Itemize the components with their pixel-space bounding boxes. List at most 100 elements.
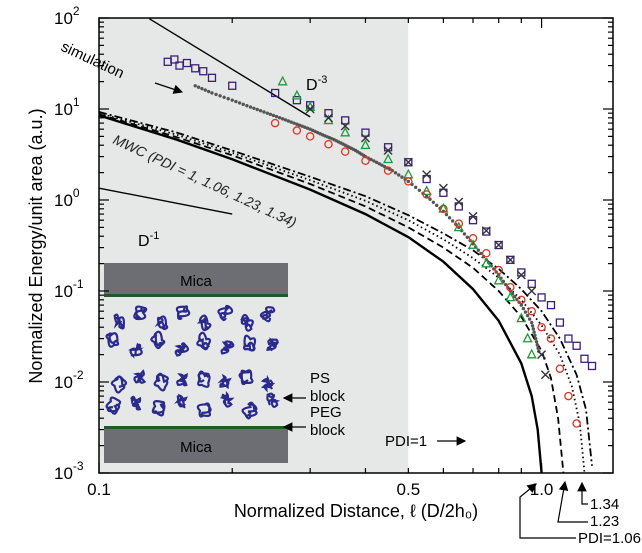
inset-chain: [219, 390, 235, 408]
simulation-point: [297, 123, 302, 127]
inset-chain: [110, 375, 128, 394]
simulation-point: [450, 219, 455, 223]
data-point-x: [383, 145, 393, 155]
simulation-point: [252, 106, 256, 110]
reference-line: [149, 18, 311, 118]
simulation-point: [530, 320, 534, 325]
annotation-pdi-106: PDI=1.06: [578, 530, 641, 547]
simulation-point: [280, 117, 285, 121]
data-point-circle: [292, 126, 302, 135]
data-point-triangle: [277, 75, 288, 86]
simulation-point: [424, 194, 429, 198]
inset-mica-top-label: Mica: [180, 273, 212, 290]
simulation-point: [262, 110, 266, 114]
inset-peg-label: PEG: [310, 404, 342, 421]
data-point-x: [323, 113, 333, 123]
inset-chain: [243, 334, 257, 352]
data-point-square: [207, 73, 217, 82]
annotation-134: 1.34: [590, 496, 619, 513]
simulation-point: [234, 99, 238, 104]
simulation-point: [462, 232, 467, 236]
data-point-x: [468, 211, 478, 221]
y-tick-exponent: -1: [73, 277, 84, 291]
simulation-point: [523, 310, 528, 314]
data-points: [163, 55, 597, 428]
simulation-point: [372, 159, 376, 163]
inset-schematic: Mica Mica PS block PEG block: [104, 263, 346, 463]
simulation-point: [535, 343, 539, 347]
data-point-square: [572, 341, 581, 350]
simulation-point: [241, 102, 245, 107]
x-tick-label: 0.1: [87, 480, 111, 499]
simulation-point: [237, 101, 242, 105]
simulation-point: [271, 113, 276, 118]
inset-chain: [260, 374, 276, 393]
simulation-point: [283, 118, 288, 122]
simulation-point: [380, 163, 384, 167]
simulation-point: [303, 125, 307, 129]
data-point-square: [361, 128, 370, 137]
data-point-square: [587, 361, 597, 371]
data-point-square: [341, 116, 350, 125]
data-point-square: [580, 354, 589, 363]
simulation-point: [435, 203, 439, 208]
simulation-point: [377, 162, 382, 166]
data-point-circle: [468, 233, 478, 243]
data-point-square: [546, 300, 556, 310]
simulation-point: [531, 327, 536, 331]
data-point-circle: [454, 219, 464, 228]
simulation-point: [532, 330, 536, 334]
data-point-square: [527, 279, 536, 288]
data-point-triangle: [421, 185, 432, 196]
data-point-x: [340, 121, 350, 131]
data-point-square: [506, 255, 515, 264]
data-point-square: [439, 188, 448, 197]
data-point-x: [505, 255, 515, 265]
data-point-x: [537, 350, 547, 360]
y-tick-exponent: 2: [73, 4, 80, 18]
simulation-point: [465, 235, 470, 239]
y-tick-exponent: -2: [73, 368, 84, 382]
simulation-point: [513, 294, 517, 299]
inset-chain: [266, 392, 281, 408]
theory-curve: [98, 114, 543, 474]
simulation-point: [428, 197, 432, 201]
inset-graft-top: [104, 294, 288, 297]
data-point-circle: [422, 190, 431, 199]
inset-chain: [238, 369, 254, 386]
inset-chain: [220, 340, 235, 355]
inset-chain: [266, 337, 280, 352]
inset-chain: [150, 330, 166, 350]
data-point-triangle: [526, 348, 537, 359]
inset-chain: [153, 372, 169, 392]
inset-chain: [196, 331, 212, 351]
x-axis-ticks: 0.1 0.5 1.0: [87, 18, 553, 499]
reference-line-exponent: -1: [150, 230, 160, 242]
annotation-simulation-arrow: [154, 82, 184, 94]
data-point-square: [270, 88, 280, 98]
simulation-point: [226, 97, 230, 101]
data-point-x: [454, 197, 464, 207]
data-point-circle: [270, 118, 280, 128]
inset-chain: [197, 370, 211, 388]
simulation-point: [248, 105, 253, 109]
inset-peg-block-label: block: [310, 422, 346, 439]
data-point-square: [292, 96, 302, 105]
annotation-pdi-106-leader: [519, 483, 576, 539]
data-point-x: [516, 270, 526, 280]
theory-curve: [98, 112, 586, 474]
data-point-circle: [494, 265, 503, 275]
inset-chain: [113, 313, 126, 330]
simulation-point: [258, 109, 263, 113]
inset-chain: [132, 369, 147, 384]
data-point-square: [182, 58, 192, 68]
data-point-circle: [555, 364, 565, 373]
annotation-123: 1.23: [590, 513, 619, 530]
x-tick-label: 1.0: [530, 480, 554, 499]
data-point-square: [555, 318, 565, 327]
simulation-point: [519, 303, 524, 307]
simulation-point: [292, 121, 296, 125]
simulation-point: [536, 346, 540, 350]
data-point-x: [360, 133, 370, 143]
